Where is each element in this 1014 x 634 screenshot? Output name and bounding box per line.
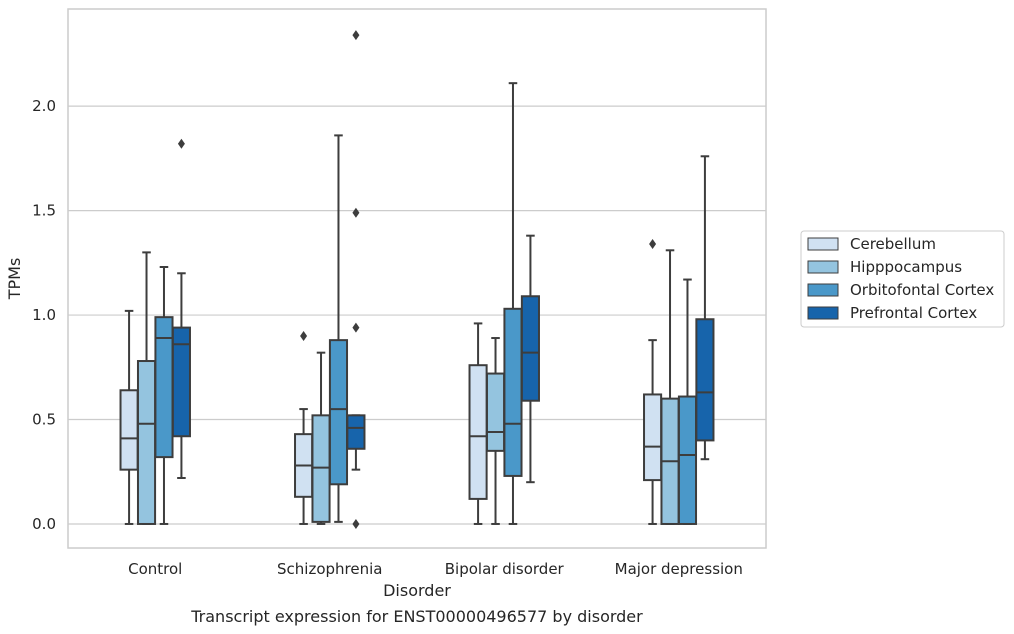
legend-entry: Prefrontal Cortex	[807, 304, 977, 322]
boxes	[119, 30, 715, 529]
box-iqr	[695, 318, 715, 442]
box-prefrontal-cortex	[695, 155, 715, 461]
legend-entry: Orbitofontal Cortex	[807, 281, 994, 299]
y-axis-ticks: 0.0 0.5 1.0 1.5 2.0	[32, 97, 56, 533]
legend: Cerebellum Hipppocampus Orbitofontal Corte…	[800, 230, 1005, 328]
outlier-point	[352, 518, 360, 529]
box-iqr	[311, 414, 331, 523]
outlier-point	[649, 239, 657, 250]
y-tick-label: 0.0	[32, 515, 56, 533]
box-iqr	[520, 295, 540, 402]
y-tick-label: 0.5	[32, 411, 56, 429]
legend-swatch	[807, 306, 839, 320]
box-hipppocampus	[485, 337, 506, 525]
box-iqr	[171, 326, 191, 438]
legend-label: Cerebellum	[850, 235, 936, 253]
box-iqr	[119, 389, 139, 471]
outlier-point	[352, 207, 360, 218]
box-cerebellum	[468, 322, 488, 525]
box-iqr	[136, 360, 157, 525]
box-orbitofontal-cortex	[503, 82, 523, 525]
legend-entry: Hipppocampus	[807, 258, 962, 276]
box-orbitofontal-cortex	[154, 266, 174, 525]
box-iqr	[643, 393, 663, 482]
legend-swatch	[807, 283, 839, 297]
x-tick-label: Schizophrenia	[277, 560, 382, 578]
box-cerebellum	[643, 239, 663, 525]
legend-frame	[800, 230, 1005, 328]
y-axis-label: TPMs	[5, 258, 24, 301]
y-tick-label: 1.0	[32, 306, 56, 324]
box-hipppocampus	[660, 249, 680, 525]
x-tick-label: Control	[128, 560, 182, 578]
legend-label: Orbitofontal Cortex	[850, 281, 994, 299]
box-orbitofontal-cortex	[677, 278, 698, 525]
outlier-point	[352, 322, 360, 333]
box-prefrontal-cortex	[171, 138, 191, 480]
box-orbitofontal-cortex	[328, 134, 349, 523]
outlier-point	[177, 138, 185, 149]
y-tick-label: 2.0	[32, 97, 56, 115]
box-cerebellum	[294, 330, 314, 525]
legend-entry: Cerebellum	[807, 235, 936, 253]
box-hipppocampus	[136, 251, 157, 525]
box-iqr	[468, 364, 488, 500]
figure-caption: Transcript expression for ENST0000049657…	[190, 607, 643, 626]
box-iqr	[346, 414, 366, 450]
box-prefrontal-cortex	[346, 30, 366, 529]
box-iqr	[328, 339, 349, 486]
legend-swatch	[807, 237, 839, 251]
plot-area-frame	[67, 8, 767, 549]
box-hipppocampus	[311, 351, 331, 525]
legend-swatch	[807, 260, 839, 274]
y-tick-label: 1.5	[32, 202, 56, 220]
box-iqr	[503, 307, 523, 477]
x-tick-label: Bipolar disorder	[445, 560, 565, 578]
legend-label: Hipppocampus	[850, 258, 962, 276]
outlier-point	[300, 330, 308, 341]
box-cerebellum	[119, 309, 139, 525]
x-axis-label: Disorder	[383, 581, 451, 600]
box-iqr	[677, 395, 698, 525]
x-tick-label: Major depression	[615, 560, 743, 578]
x-axis-ticks: Control Schizophrenia Bipolar disorder Majo…	[128, 560, 743, 578]
legend-label: Prefrontal Cortex	[850, 304, 977, 322]
box-iqr	[485, 372, 506, 452]
box-prefrontal-cortex	[520, 234, 540, 484]
outlier-point	[352, 30, 360, 41]
